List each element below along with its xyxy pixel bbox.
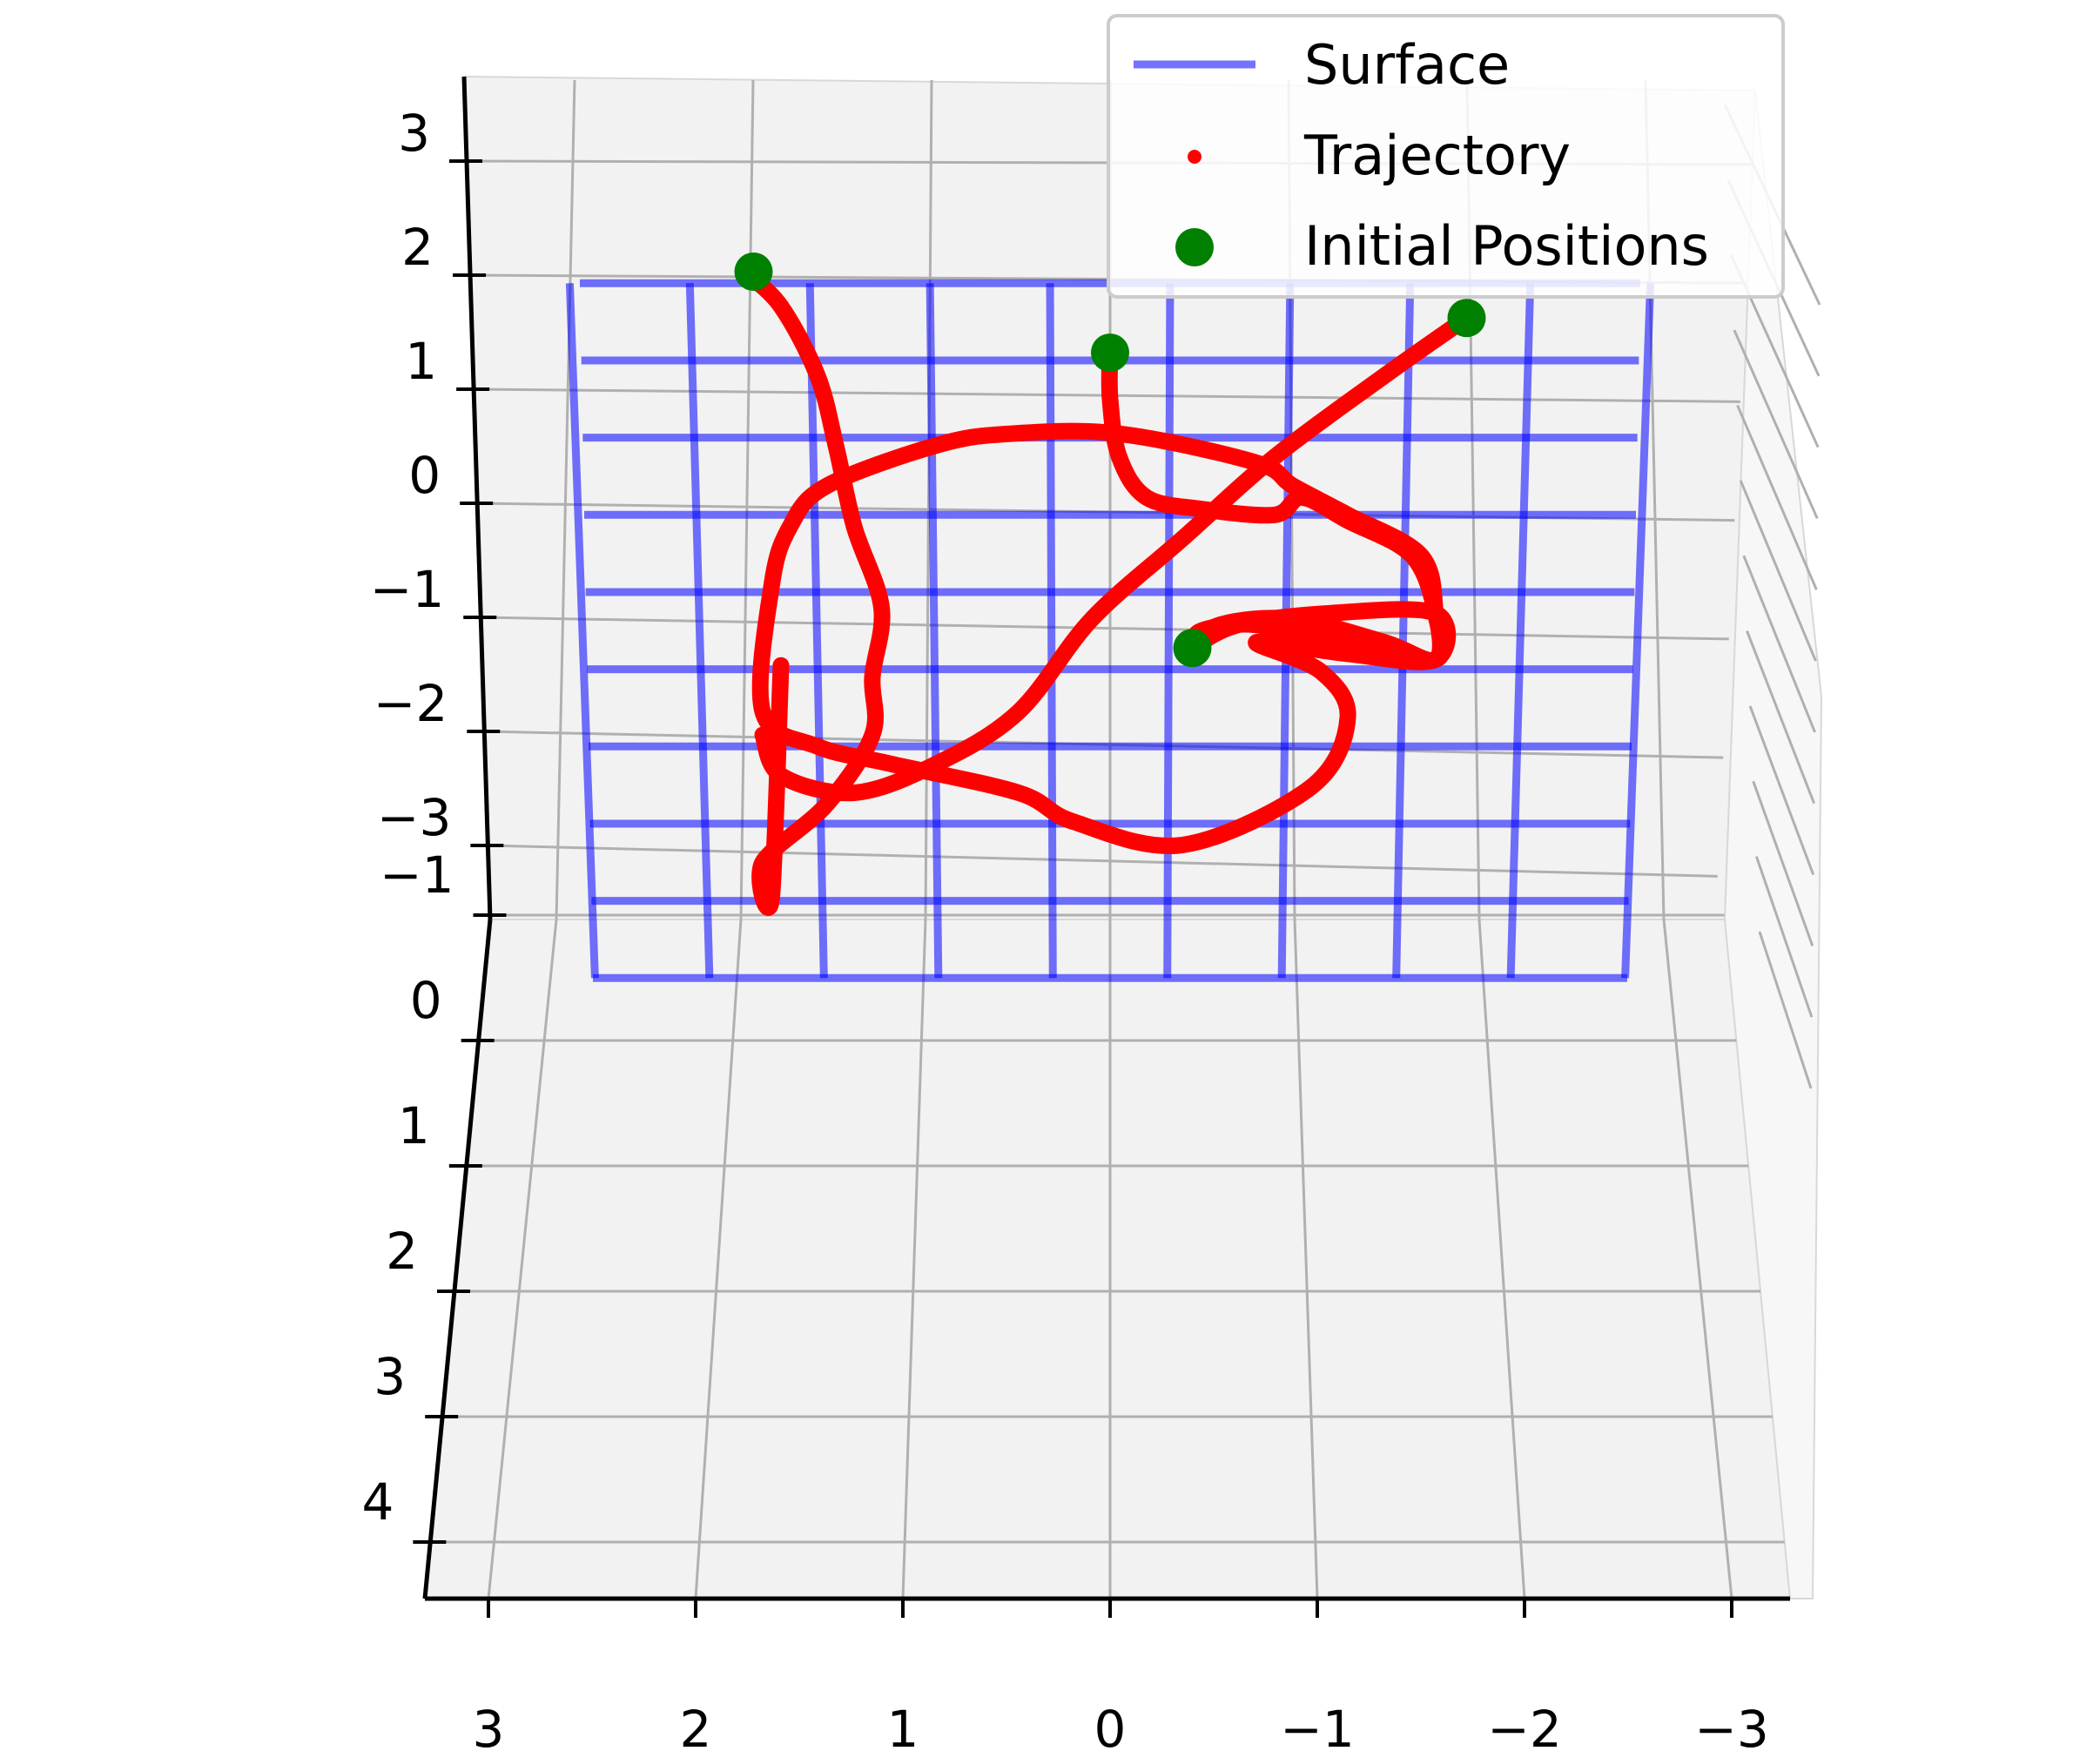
x-tick-label: 2	[680, 1700, 712, 1751]
floor-grid-x-line	[901, 919, 927, 1599]
back-grid-x-line	[739, 79, 755, 920]
side-grid-line	[1754, 856, 1814, 1018]
side-grid-line	[1742, 555, 1816, 733]
legend-initial-swatch	[1175, 228, 1214, 266]
side-grid-line	[1758, 931, 1813, 1089]
y-tick-label: −1	[380, 845, 454, 905]
floor-pane	[423, 919, 1792, 1599]
x-tick-label: −3	[1694, 1700, 1769, 1751]
floor-grid-x-line	[487, 919, 558, 1599]
side-grid-line	[1748, 705, 1815, 876]
z-tick-label: −1	[370, 560, 445, 619]
trajectory-path-3	[736, 263, 891, 916]
floor-grid-x-line	[1293, 919, 1319, 1599]
initial-position-1	[1091, 333, 1129, 373]
y-tick-label: 0	[410, 971, 442, 1030]
y-tick-label: 1	[398, 1096, 430, 1155]
legend-label-trajectory: Trajectory	[1303, 124, 1571, 187]
floor-grid-x-line	[694, 919, 743, 1599]
y-tick-label: 2	[386, 1222, 418, 1281]
trajectory-path-2	[751, 422, 1457, 854]
legend-label-initial-positions: Initial Positions	[1304, 214, 1709, 278]
legend-trajectory-swatch	[1188, 150, 1201, 164]
legend: Surface Trajectory Initial Positions	[1107, 14, 1785, 299]
side-pane	[1723, 90, 1823, 1599]
z-tick-label: 2	[401, 218, 434, 277]
initial-position-4	[1447, 299, 1486, 338]
z-tick-label: 3	[398, 104, 430, 163]
x-tick-label: 0	[1094, 1700, 1127, 1751]
z-tick-label: 1	[405, 332, 437, 391]
initial-position-points	[734, 253, 1486, 668]
y-tick-label: 4	[361, 1472, 394, 1532]
surface-mesh-vertical	[925, 283, 943, 979]
x-tick-label: −2	[1487, 1700, 1562, 1751]
initial-position-2	[1173, 629, 1212, 668]
trajectory-lines	[736, 263, 1475, 916]
surface-mesh-vertical	[1046, 283, 1057, 979]
x-tick-label: 3	[473, 1700, 505, 1751]
back-grid-x-line	[555, 79, 576, 920]
z-axis-line	[461, 76, 493, 920]
side-grid-line	[1736, 404, 1818, 590]
initial-position-3	[734, 253, 773, 291]
trajectory-path-4	[754, 309, 1475, 802]
side-grid-line	[1746, 630, 1816, 805]
z-tick-label: 0	[408, 446, 441, 505]
z-tick-label: −3	[377, 788, 452, 847]
surface-mesh-vertical	[805, 283, 828, 979]
x-tick-label: 1	[887, 1700, 919, 1751]
floor-grid-x-line	[1662, 919, 1733, 1599]
z-tick-label: −2	[374, 674, 448, 733]
legend-label-surface: Surface	[1304, 33, 1510, 97]
y-tick-label: 3	[374, 1347, 406, 1406]
side-grid-line	[1733, 329, 1819, 520]
x-tick-label: −1	[1280, 1700, 1355, 1751]
legend-box	[1107, 14, 1785, 299]
y-axis-line	[422, 919, 493, 1599]
surface-mesh-vertical	[1163, 283, 1175, 979]
surface-mesh-vertical	[1506, 283, 1535, 979]
surface-mesh-vertical	[565, 283, 599, 979]
side-grid-line	[1739, 480, 1817, 662]
surface-mesh-vertical	[1392, 283, 1415, 979]
surface-mesh-vertical	[685, 283, 714, 979]
side-grid-line	[1752, 780, 1814, 946]
floor-grid-x-line	[1477, 919, 1526, 1599]
surface-mesh-vertical	[1621, 283, 1655, 979]
